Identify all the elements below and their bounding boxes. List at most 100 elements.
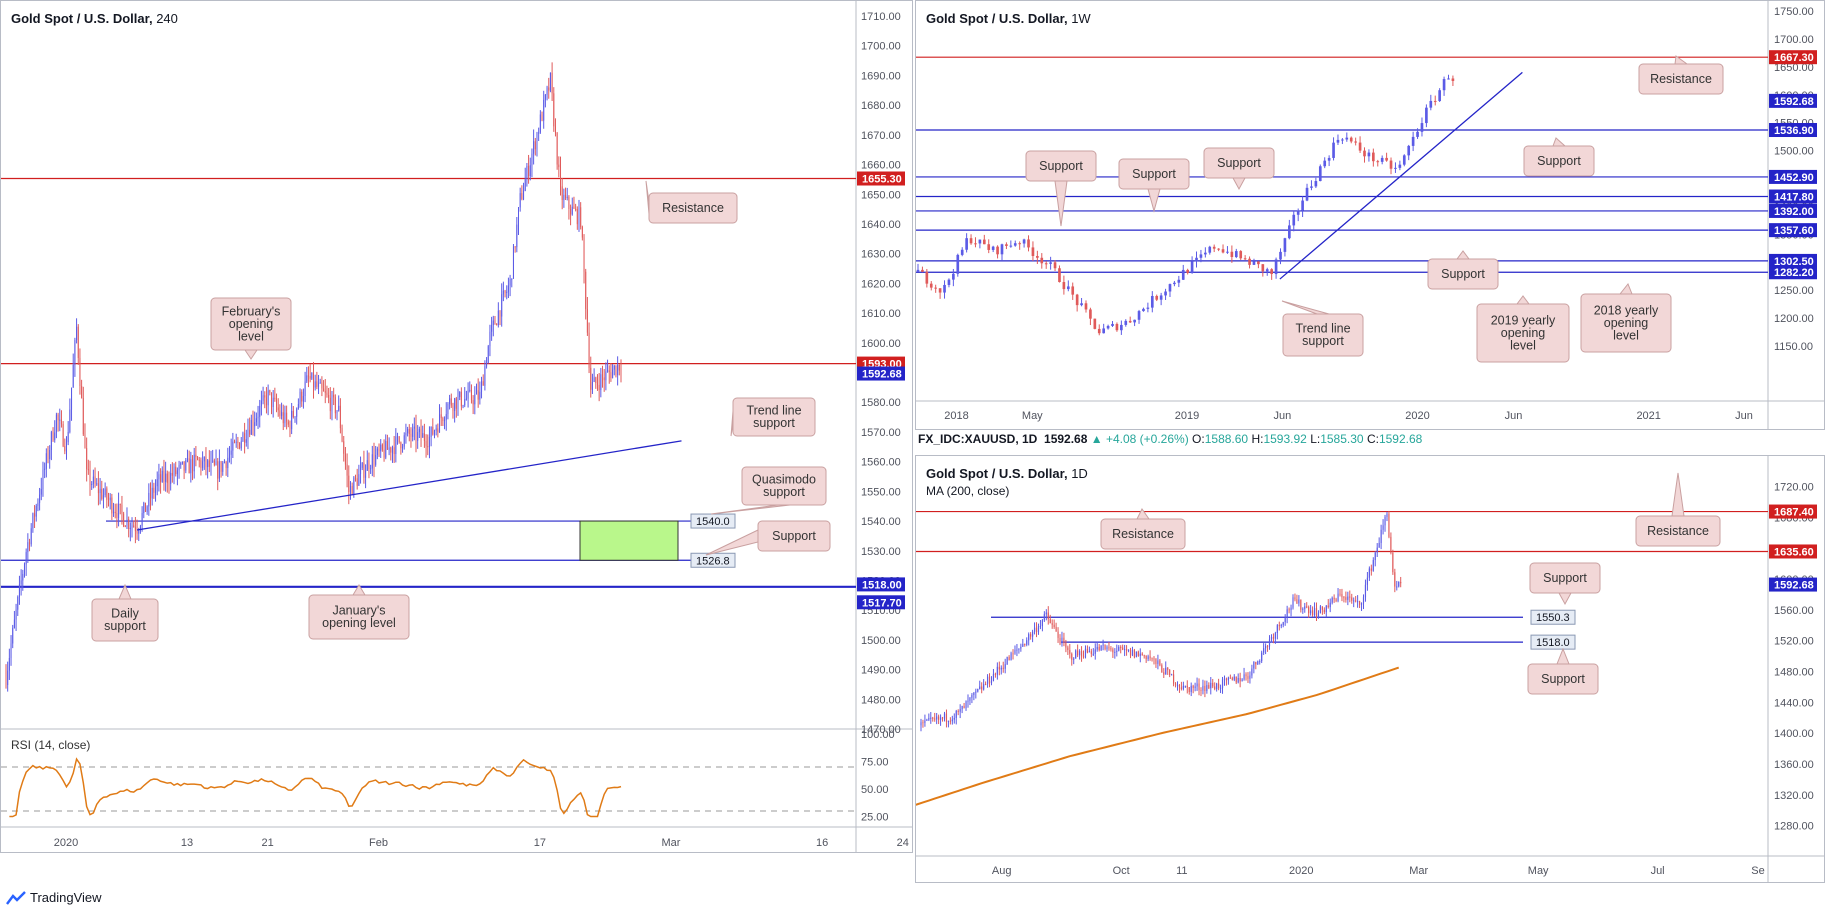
daily-candle [943, 713, 946, 719]
h4-candle [158, 474, 160, 480]
daily-candle [1155, 658, 1157, 664]
daily-candle [1022, 643, 1024, 647]
daily-candle [1386, 513, 1388, 517]
daily-candle [1290, 607, 1292, 610]
h4-candle [44, 468, 46, 470]
h4-candle [571, 206, 573, 215]
weekly-candle [1433, 100, 1437, 102]
daily-candle [1122, 647, 1124, 650]
daily-candle [961, 705, 963, 710]
daily-candle [1145, 655, 1147, 660]
tradingview-logo-icon [6, 890, 26, 905]
weekly-candle [1080, 303, 1083, 306]
weekly-candle [1305, 187, 1309, 201]
price-tag-4: 1392.00 [1774, 206, 1814, 218]
h4-candle [146, 506, 148, 512]
price-tick-label: 1530.00 [861, 546, 901, 558]
daily-candle [1088, 651, 1090, 653]
price-tag-resistance-1: 1687.40 [1774, 507, 1814, 519]
h4-candle [554, 126, 556, 134]
daily-candle [1051, 623, 1053, 625]
h4-candle [281, 412, 283, 416]
h4-candle [94, 476, 96, 484]
daily-candle [922, 722, 924, 724]
h4-candle [331, 394, 333, 412]
rsi-tick-label: 50.00 [861, 784, 889, 796]
daily-candle [1272, 637, 1275, 639]
daily-candle [1339, 593, 1341, 595]
weekly-candle [987, 244, 991, 250]
h4-candle [289, 424, 291, 430]
price-tick-label: 1520.00 [1774, 636, 1814, 648]
daily-candle [1090, 651, 1092, 654]
callout-support-2-box [1025, 150, 1097, 182]
daily-candle [998, 666, 1000, 670]
h4-candle [355, 477, 357, 479]
daily-candle [1151, 658, 1153, 660]
weekly-candle [1164, 291, 1167, 296]
h4-candle [270, 392, 272, 408]
h4-candle [176, 470, 178, 475]
daily-candle [1388, 513, 1390, 537]
weekly-candle [1150, 295, 1154, 308]
h4-candle [435, 428, 437, 431]
h4-candle [138, 530, 140, 534]
h4-candle [390, 447, 392, 453]
daily-candle [1077, 650, 1079, 656]
daily-candle [1331, 597, 1333, 603]
h4-candle [529, 165, 531, 177]
weekly-candle [947, 279, 951, 285]
callout-resistance-2-box [1635, 515, 1721, 547]
h4-candle [284, 412, 286, 424]
h4-candle [72, 364, 74, 388]
price-tick-label: 1700.00 [861, 41, 901, 53]
h4-candle [363, 462, 365, 478]
weekly-candle [974, 243, 977, 245]
h4-candle [217, 461, 219, 479]
tradingview-footer[interactable]: TradingView [6, 890, 102, 905]
h4-candle [442, 418, 444, 422]
h4-candle [111, 497, 113, 514]
daily-candle [949, 720, 951, 722]
weekly-candle [1053, 262, 1057, 269]
daily-candle [930, 717, 932, 719]
weekly-candle [1022, 239, 1026, 244]
daily-candle [1033, 627, 1036, 632]
callout-support-3-pointer [1147, 188, 1161, 213]
h4-candle [165, 473, 167, 482]
price-tag-resistance-1-bg [1769, 504, 1817, 519]
h4-candle [558, 164, 560, 168]
weekly-candle [982, 239, 986, 245]
h4-candle [613, 365, 615, 370]
h4-candle [193, 454, 195, 472]
weekly-candle [1044, 263, 1048, 265]
h4-candle [55, 414, 57, 433]
h4-candle [118, 503, 120, 518]
weekly-candle [1332, 142, 1335, 158]
daily-candle [1204, 685, 1206, 692]
h4-candle [79, 357, 81, 386]
h4-candle [272, 397, 274, 408]
h4-candle [445, 414, 447, 420]
h4-candle [301, 391, 303, 402]
time-tick-label: 2021 [1636, 410, 1660, 422]
h4-candle [242, 433, 244, 442]
time-tick-label: Jun [1735, 410, 1753, 422]
h4-candle [255, 418, 257, 423]
callout-support-1-pointer [1552, 137, 1567, 147]
h4-candle [254, 422, 256, 427]
price-tag-1-bg [1769, 123, 1817, 138]
daily-candle [1063, 637, 1065, 643]
h4-candle [507, 285, 509, 292]
daily-candle [1012, 653, 1014, 655]
h4-candle [141, 513, 143, 526]
daily-candle [1284, 617, 1286, 623]
price-tick-label: 1500.00 [861, 635, 901, 647]
price-tick-label: 1650.00 [861, 189, 901, 201]
h4-candle [64, 446, 66, 452]
h4-candle [82, 398, 84, 435]
callout-2018-open-label: opening [1604, 316, 1649, 330]
h4-candle [171, 472, 173, 476]
daily-candle [1345, 597, 1347, 600]
daily-candle [1055, 626, 1057, 632]
